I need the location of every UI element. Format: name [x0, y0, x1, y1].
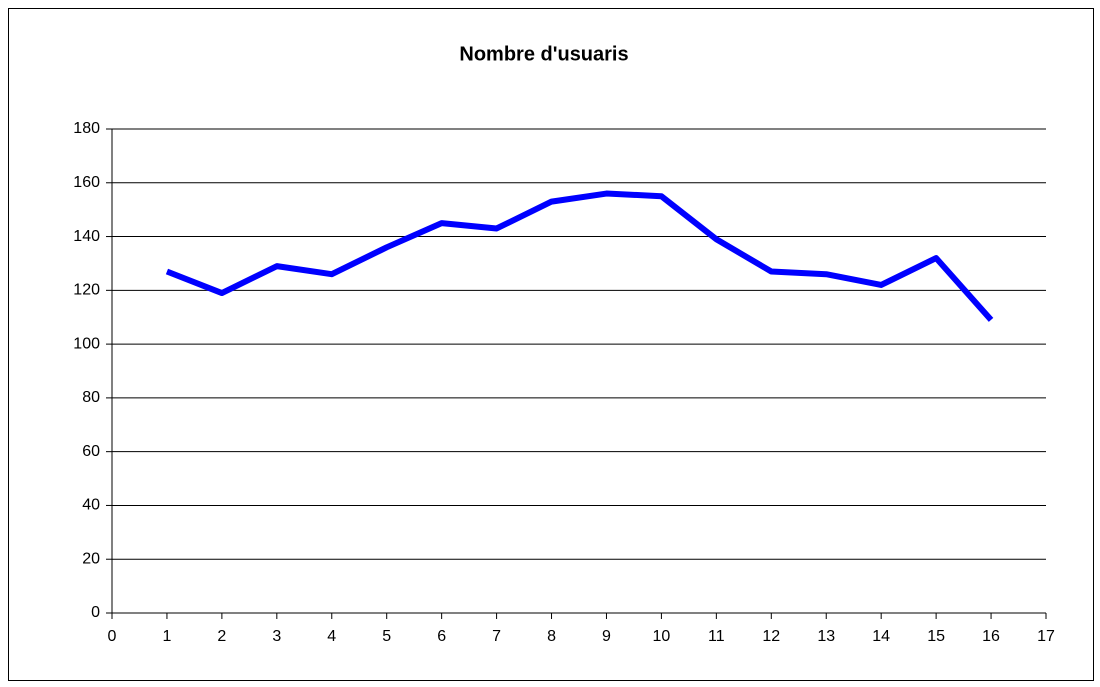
y-tick-label: 140 — [73, 228, 100, 245]
y-tick-label: 20 — [82, 550, 100, 567]
x-tick-label: 1 — [162, 628, 171, 645]
x-tick-label: 13 — [817, 628, 835, 645]
x-tick-label: 17 — [1037, 628, 1055, 645]
x-tick-label: 15 — [927, 628, 945, 645]
y-tick-label: 40 — [82, 497, 100, 514]
x-tick-label: 6 — [437, 628, 446, 645]
x-tick-label: 5 — [382, 628, 391, 645]
x-tick-label: 2 — [217, 628, 226, 645]
chart-title: Nombre d'usuaris — [459, 43, 628, 65]
y-tick-label: 0 — [91, 604, 100, 621]
y-tick-label: 160 — [73, 174, 100, 191]
data-line — [165, 190, 994, 322]
x-tick-label: 10 — [653, 628, 671, 645]
y-tick-label: 80 — [82, 389, 100, 406]
x-tick-label: 8 — [547, 628, 556, 645]
x-tick-label: 3 — [272, 628, 281, 645]
x-tick-label: 7 — [492, 628, 501, 645]
x-tick-label: 12 — [762, 628, 780, 645]
y-tick-label: 180 — [73, 120, 100, 137]
x-tick-label: 14 — [872, 628, 890, 645]
x-tick-label: 16 — [982, 628, 1000, 645]
x-tick-label: 9 — [602, 628, 611, 645]
y-tick-label: 100 — [73, 335, 100, 352]
y-tick-label: 120 — [73, 282, 100, 299]
y-tick-label: 60 — [82, 443, 100, 460]
x-tick-label: 11 — [708, 628, 725, 645]
x-tick-label: 4 — [327, 628, 336, 645]
x-tick-label: 0 — [108, 628, 117, 645]
